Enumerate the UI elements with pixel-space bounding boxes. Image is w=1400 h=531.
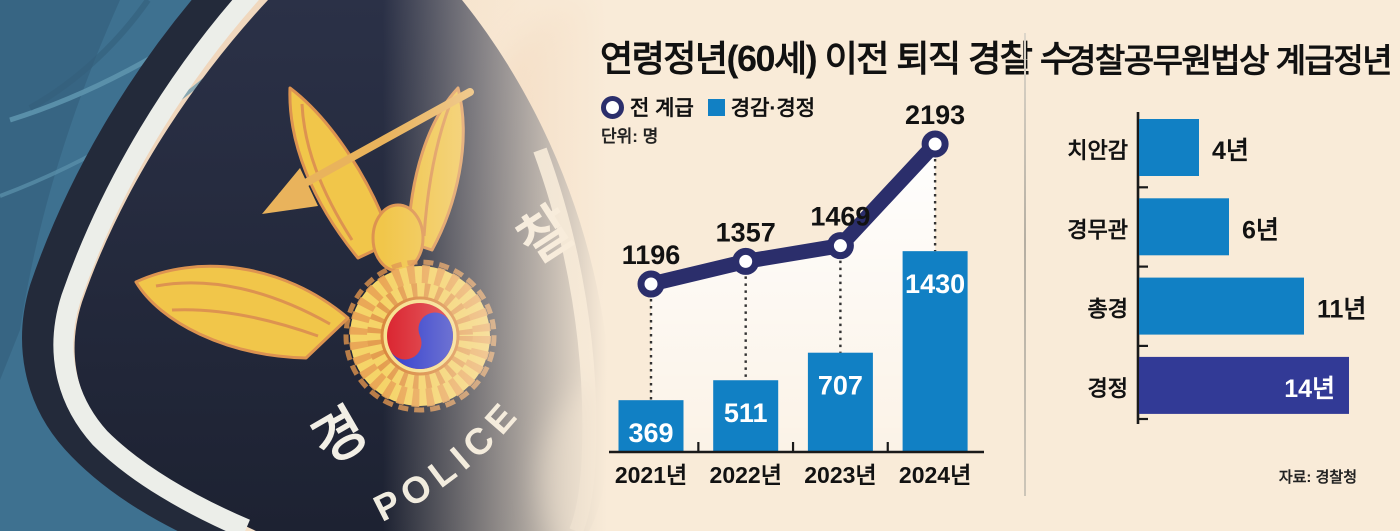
x-axis-label: 2023년 xyxy=(804,462,876,488)
right-chart-title: 경찰공무원법상 계급정년 xyxy=(1066,42,1393,79)
line-value-label: 1196 xyxy=(622,240,681,270)
line-marker xyxy=(826,232,854,260)
left-chart-title: 연령정년(60세) 이전 퇴직 경찰 수 xyxy=(600,38,1073,79)
bar-value-label: 1430 xyxy=(905,269,965,299)
line-series-legend-icon xyxy=(601,95,624,119)
bar-series-legend-icon xyxy=(707,98,725,116)
line-value-label: 1469 xyxy=(810,202,870,232)
bar-치안감 xyxy=(1139,119,1199,176)
legend-item-bar-series: 경감·경정 xyxy=(707,92,816,122)
legend-label: 전 계급 xyxy=(630,97,694,120)
line-marker xyxy=(921,130,949,158)
x-axis-label: 2024년 xyxy=(899,462,971,488)
photo-fade-overlay xyxy=(0,0,660,531)
legend-item-line-series: 전 계급 xyxy=(601,92,694,122)
trend-line xyxy=(643,136,943,292)
bar-2024년 xyxy=(902,251,968,452)
bar-value-label: 707 xyxy=(818,371,863,401)
value-label: 14년 xyxy=(1284,375,1335,403)
bar-경정 xyxy=(1139,356,1349,414)
police-badge-photo: 경 찰 POLICE xyxy=(0,0,660,531)
section-divider xyxy=(1024,33,1026,496)
police-badge-illustration: 경 찰 POLICE xyxy=(0,0,660,531)
category-label: 경정 xyxy=(1088,376,1128,401)
unit-label: 단위: 명 xyxy=(601,127,659,146)
category-label: 경무관 xyxy=(1067,217,1128,242)
line-marker xyxy=(732,247,760,275)
category-label: 치안감 xyxy=(1067,138,1128,163)
line-value-label: 2193 xyxy=(905,100,965,130)
bar-2023년 xyxy=(807,352,873,452)
early-retirees-chart: 연령정년(60세) 이전 퇴직 경찰 수 전 계급 경감·경정 단위: 명 36… xyxy=(595,24,1073,529)
bar-2022년 xyxy=(713,380,779,452)
x-axis-label: 2021년 xyxy=(615,462,687,488)
left-chart-legend: 전 계급 경감·경정 xyxy=(601,92,815,122)
category-label: 총경 xyxy=(1088,297,1128,322)
bar-경무관 xyxy=(1139,198,1229,256)
combo-chart-plot: 369 511 707 1430 1196 1357 1469 2193 2021년 2022년 2… xyxy=(609,100,984,488)
value-label: 11년 xyxy=(1317,296,1366,324)
value-label: 6년 xyxy=(1242,216,1279,244)
value-label: 4년 xyxy=(1212,137,1249,165)
bar-value-label: 369 xyxy=(628,418,673,448)
bar-총경 xyxy=(1139,277,1304,335)
bar-value-label: 511 xyxy=(724,398,768,428)
source-credit: 자료: 경찰청 xyxy=(1278,469,1357,486)
legend-label: 경감·경정 xyxy=(730,97,816,120)
bar-2021년 xyxy=(618,400,684,452)
line-value-label: 1357 xyxy=(716,217,776,247)
line-marker xyxy=(637,270,665,298)
x-axis-label: 2022년 xyxy=(710,462,782,488)
